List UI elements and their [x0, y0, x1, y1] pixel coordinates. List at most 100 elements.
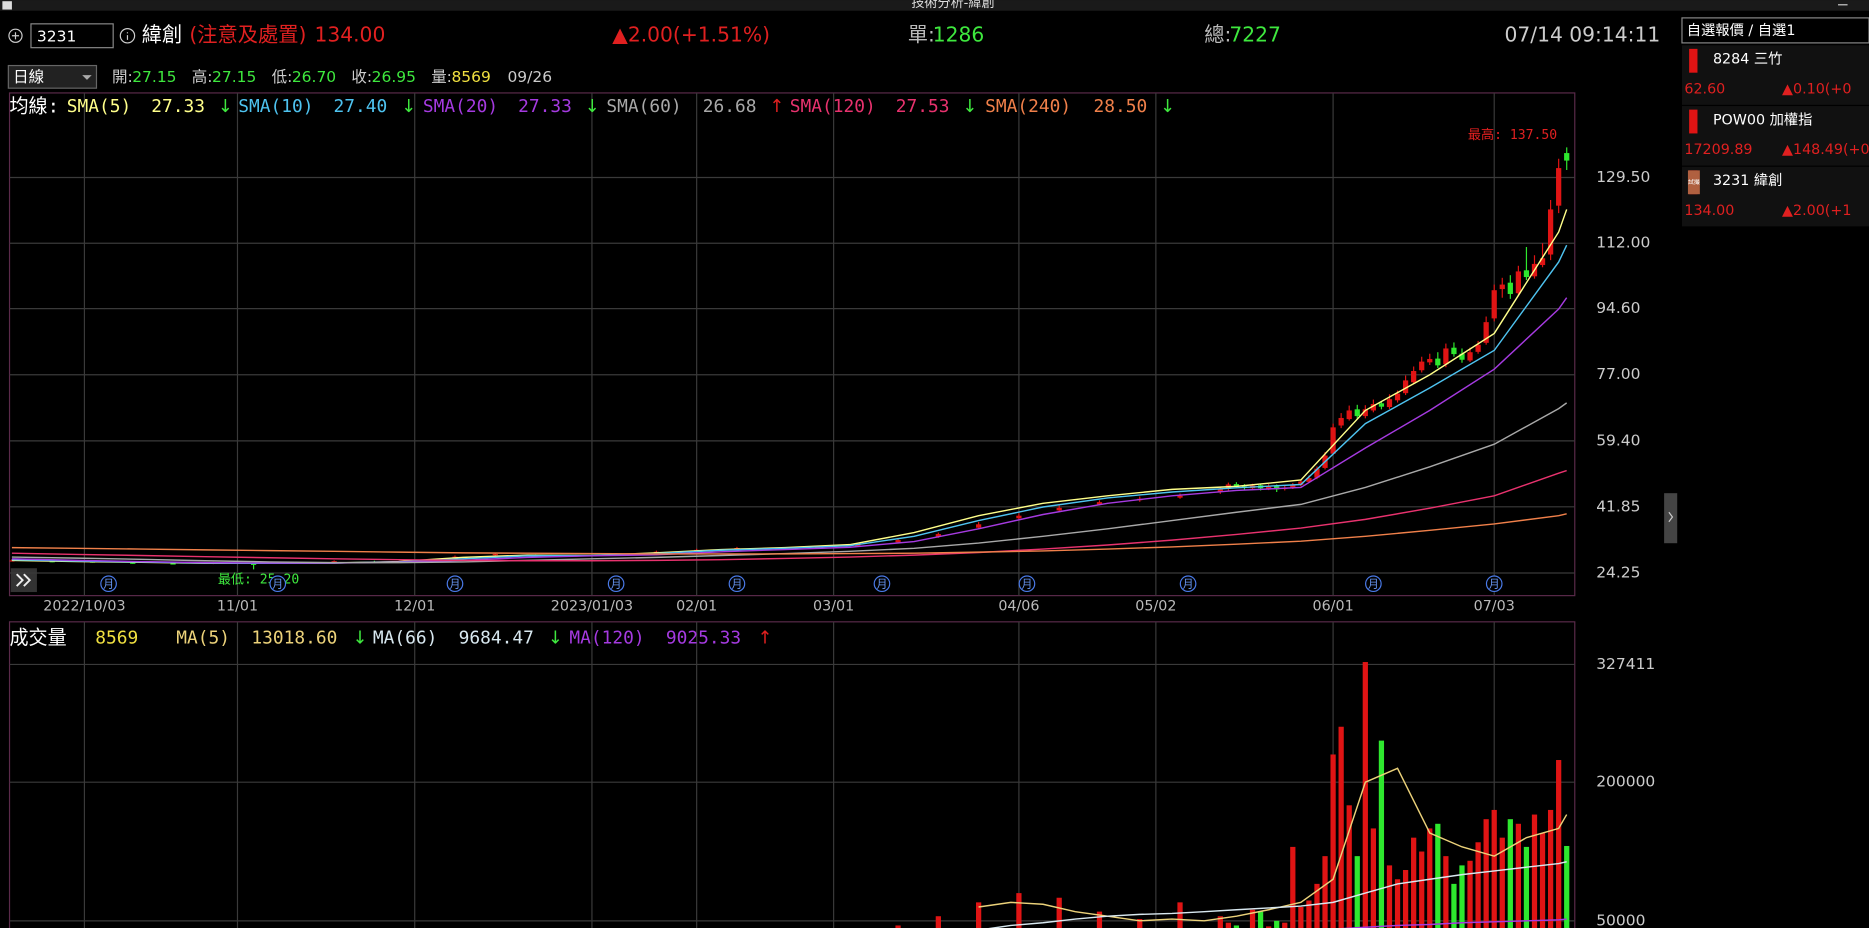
- candle-body: [1419, 361, 1425, 371]
- volume-bar: [1362, 662, 1368, 928]
- volume-bar: [1427, 828, 1433, 928]
- volume-bar: [1507, 819, 1513, 928]
- side-toggle[interactable]: [1664, 493, 1678, 544]
- y-tick-label: 200000: [1596, 773, 1655, 791]
- watchlist-tab[interactable]: [1681, 17, 1869, 44]
- candle-body: [1515, 271, 1522, 294]
- volume-bar: [1290, 846, 1296, 928]
- quote-value: 26.95: [372, 68, 416, 86]
- y-tick-label: 50000: [1596, 911, 1645, 928]
- x-tick-label: 2022/10/03: [43, 598, 125, 614]
- x-tick-label: 04/06: [998, 598, 1039, 614]
- dropdown-arrow: [82, 75, 92, 80]
- candle-body: [1491, 290, 1497, 319]
- event-marker: [1018, 575, 1036, 593]
- volume-bar: [1394, 879, 1401, 928]
- volume-bar: [1491, 809, 1497, 928]
- legend-trend: ↑: [770, 96, 785, 117]
- volume-bar: [1402, 870, 1409, 928]
- y-tick-label: 129.50: [1596, 168, 1650, 186]
- candle-body: [1539, 258, 1546, 266]
- period-select[interactable]: [7, 64, 98, 89]
- candle-body: [1507, 282, 1513, 294]
- volume-bar: [1266, 926, 1272, 928]
- volume-bar: [1370, 828, 1376, 928]
- quote-label: 低:: [272, 68, 293, 86]
- event-marker: [728, 575, 746, 593]
- candle-body: [250, 563, 257, 565]
- symbol-input[interactable]: [30, 23, 114, 49]
- watchlist-change: ▲0.10(+0: [1782, 81, 1851, 97]
- total-label: 總:: [1204, 22, 1231, 46]
- x-tick-label: 05/02: [1135, 598, 1176, 614]
- candle-body: [1435, 358, 1441, 366]
- legend-value: 27.40: [334, 96, 388, 117]
- candle-body: [1523, 270, 1530, 278]
- stock-name: 緯創: [142, 22, 183, 46]
- price-panel: [8, 92, 1576, 597]
- watchlist-change: ▲2.00(+1: [1782, 203, 1851, 219]
- candle-body: [331, 561, 337, 563]
- volume-bar: [1523, 846, 1530, 928]
- add-icon[interactable]: [8, 28, 23, 43]
- candle-body: [1564, 153, 1570, 161]
- volume-bar: [1386, 865, 1393, 928]
- quote-value: 26.70: [292, 68, 336, 86]
- watchlist-price: 17209.89: [1684, 142, 1752, 158]
- legend-trend: ↓: [962, 96, 977, 117]
- y-tick-label: 112.00: [1596, 234, 1650, 252]
- info-icon[interactable]: [119, 28, 136, 44]
- legend-trend: ↑: [758, 628, 773, 649]
- x-tick-label: 02/01: [676, 598, 717, 614]
- sma-line: [11, 513, 1567, 555]
- legend-trend: ↓: [401, 96, 416, 117]
- add-icon-cross: [11, 32, 20, 40]
- candle-body: [1290, 484, 1296, 488]
- price: 134.00: [314, 22, 385, 46]
- event-label: 月: [272, 577, 283, 590]
- volume-bar: [1177, 902, 1183, 928]
- period: 日線: [13, 68, 44, 86]
- side-toggle-arrow: [1668, 511, 1674, 523]
- volume-bar: [1483, 819, 1489, 928]
- legend-value: 27.53: [896, 96, 950, 117]
- volume-current: 8569: [95, 628, 138, 649]
- volume-bar: [1443, 856, 1449, 928]
- badge-box: [1687, 170, 1700, 195]
- candle-body: [1499, 284, 1505, 290]
- legend-name: MA(120): [569, 628, 644, 649]
- event-marker: [873, 575, 891, 593]
- x-tick-label: 06/01: [1313, 598, 1354, 614]
- watchlist-panel: [1679, 14, 1869, 928]
- volume-bar: [1282, 922, 1288, 928]
- price-bar-icon: [1689, 109, 1698, 134]
- candle-body: [1016, 515, 1022, 519]
- candle-body: [1330, 427, 1336, 454]
- volume-bar: [1322, 856, 1328, 928]
- volume-bar: [1475, 842, 1481, 928]
- candle-body: [1056, 507, 1062, 511]
- candle-body: [1386, 399, 1393, 408]
- x-tick-label: 2023/01/03: [551, 598, 633, 614]
- price-bar-icon: [1689, 48, 1698, 73]
- event-label: 月: [103, 577, 114, 590]
- event-marker: [269, 575, 287, 593]
- app-icon: [2, 1, 12, 10]
- watchlist-change: ▲148.49(+0: [1782, 142, 1869, 158]
- volume-bar: [1531, 814, 1538, 928]
- candle-body: [1475, 344, 1481, 352]
- high-annotation: 最高: 137.50: [1468, 126, 1557, 143]
- volume-bar: [1547, 809, 1554, 928]
- status: (注意及處置): [189, 22, 306, 46]
- y-tick-label: 59.40: [1596, 431, 1640, 449]
- candle-body: [130, 562, 136, 564]
- volume-bar: [1233, 925, 1240, 928]
- watchlist-row: [1681, 45, 1869, 105]
- volume-bar: [895, 925, 901, 928]
- sma-line: [11, 469, 1567, 562]
- volume-bar: [1056, 897, 1062, 928]
- candle-body: [1547, 209, 1554, 255]
- single-volume: 1286: [933, 22, 985, 46]
- watchlist-name: 3231 緯創: [1713, 172, 1782, 189]
